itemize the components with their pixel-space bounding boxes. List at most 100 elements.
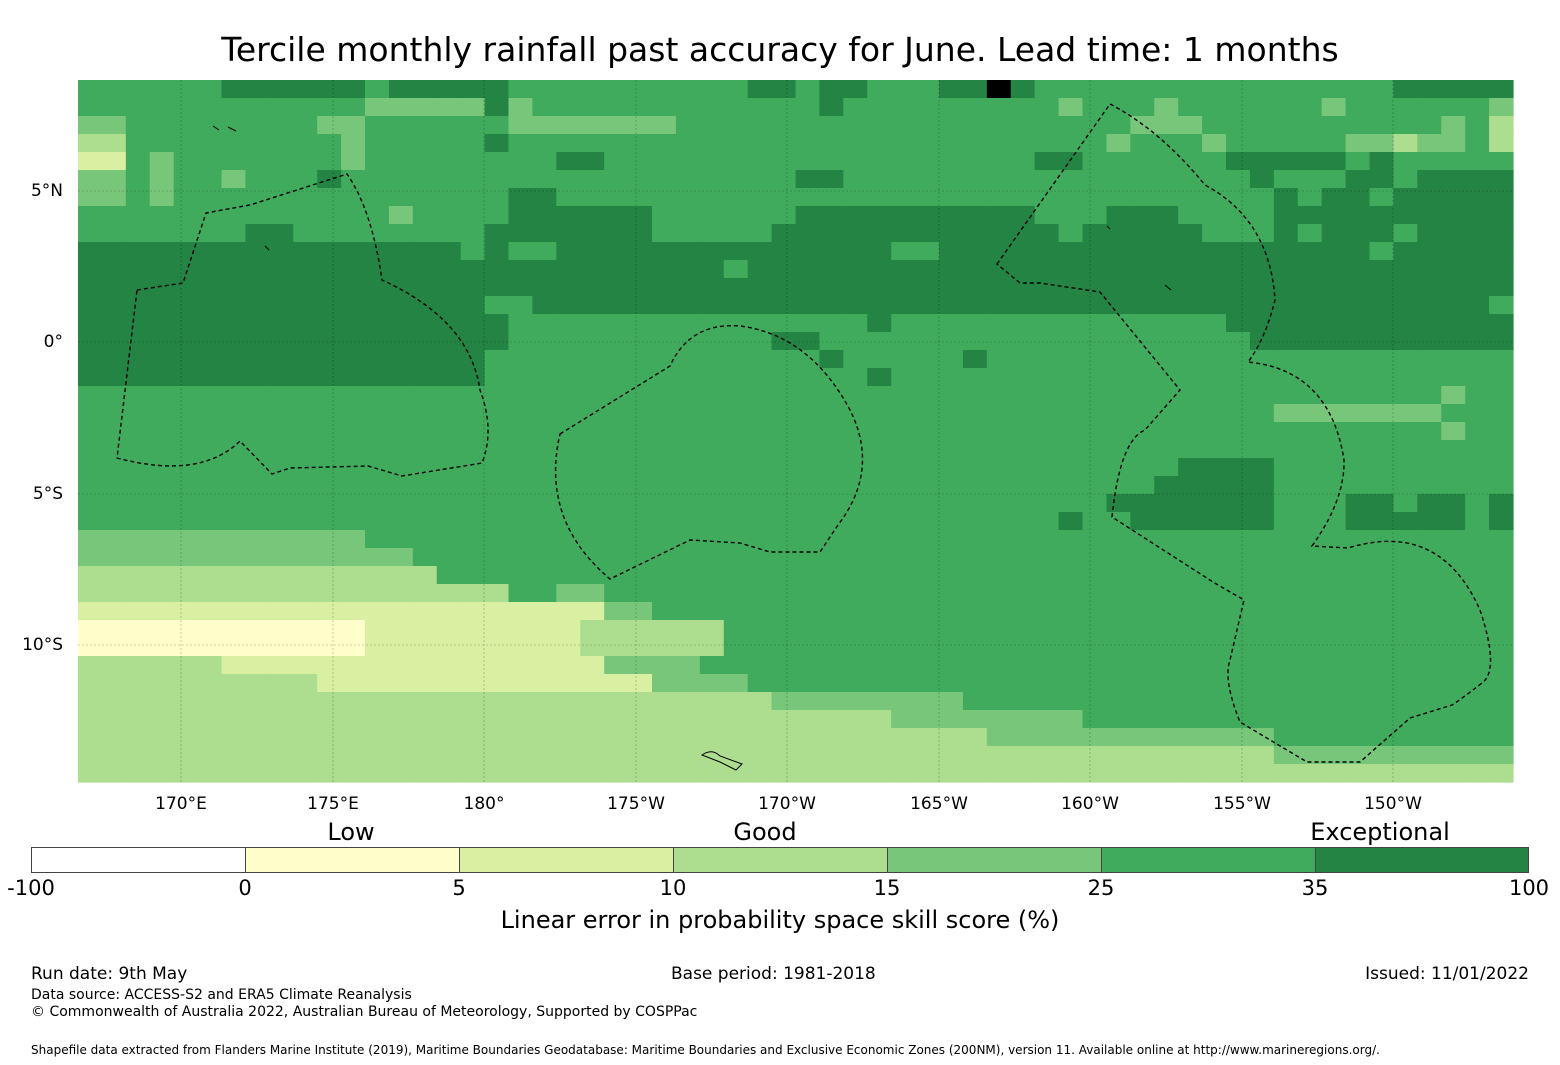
- grid-cell: [1273, 764, 1299, 783]
- grid-cell: [484, 170, 510, 189]
- colorbar-bin: [1315, 847, 1529, 873]
- grid-cell: [149, 440, 175, 459]
- grid-cell: [939, 530, 964, 549]
- grid-cell: [1082, 476, 1108, 495]
- grid-cell: [1441, 512, 1466, 531]
- grid-cell: [1441, 350, 1466, 369]
- eez-boundary-line-islands: [996, 103, 1492, 763]
- grid-cell: [962, 224, 988, 243]
- grid-cell: [1249, 476, 1275, 495]
- grid-cell: [1465, 188, 1490, 207]
- grid-cell: [891, 224, 916, 243]
- grid-cell: [388, 620, 414, 639]
- grid-cell: [245, 530, 270, 549]
- grid-cell: [269, 80, 294, 99]
- grid-cell: [1417, 188, 1442, 207]
- grid-cell: [1202, 476, 1227, 495]
- grid-cell: [341, 620, 366, 639]
- grid-cell: [317, 206, 342, 225]
- grid-cell: [580, 530, 605, 549]
- grid-cell: [484, 98, 510, 117]
- grid-cell: [1034, 404, 1060, 423]
- grid-cell: [341, 332, 366, 351]
- grid-cell: [604, 368, 629, 387]
- grid-cell: [1178, 188, 1203, 207]
- grid-cell: [1489, 638, 1514, 657]
- grid-cell: [341, 170, 366, 189]
- grid-cell: [388, 764, 414, 783]
- grid-cell: [915, 440, 940, 459]
- grid-cell: [1465, 242, 1490, 261]
- grid-cell: [1202, 602, 1227, 621]
- grid-cell: [1226, 422, 1251, 441]
- grid-cell: [532, 152, 557, 171]
- grid-cell: [867, 224, 892, 243]
- grid-cell: [891, 710, 916, 729]
- grid-cell: [1417, 404, 1442, 423]
- grid-cell: [245, 260, 270, 279]
- grid-cell: [293, 296, 318, 315]
- grid-cell: [78, 530, 103, 549]
- grid-cell: [1369, 386, 1395, 405]
- grid-cell: [1393, 98, 1418, 117]
- grid-cell: [867, 242, 892, 261]
- grid-cell: [269, 170, 294, 189]
- grid-cell: [1465, 224, 1490, 243]
- grid-cell: [1010, 584, 1036, 603]
- grid-cell: [1178, 548, 1203, 567]
- grid-cell: [1130, 98, 1155, 117]
- grid-cell: [580, 278, 605, 297]
- grid-cell: [1178, 674, 1203, 693]
- grid-cell: [1441, 116, 1466, 135]
- grid-cell: [269, 350, 294, 369]
- grid-cell: [1489, 98, 1514, 117]
- grid-cell: [412, 368, 438, 387]
- grid-cell: [1154, 512, 1179, 531]
- grid-cell: [1130, 242, 1155, 261]
- grid-cell: [508, 134, 534, 153]
- grid-cell: [939, 314, 964, 333]
- grid-cell: [939, 260, 964, 279]
- grid-cell: [556, 638, 581, 657]
- grid-cell: [867, 710, 892, 729]
- grid-cell: [1082, 692, 1108, 711]
- grid-cell: [317, 476, 342, 495]
- grid-cell: [293, 530, 318, 549]
- grid-cell: [197, 728, 223, 747]
- grid-cell: [173, 260, 199, 279]
- grid-cell: [1273, 512, 1299, 531]
- lon-label: 160°W: [1061, 794, 1119, 814]
- grid-cell: [412, 224, 438, 243]
- grid-cell: [388, 584, 414, 603]
- grid-cell: [1417, 512, 1442, 531]
- grid-cell: [78, 602, 103, 621]
- grid-cell: [1082, 440, 1108, 459]
- grid-cell: [101, 170, 127, 189]
- grid-cell: [1441, 170, 1466, 189]
- grid-cell: [149, 350, 175, 369]
- grid-cell: [197, 152, 223, 171]
- grid-cell: [532, 170, 557, 189]
- grid-cell: [843, 602, 868, 621]
- grid-cell: [1058, 314, 1084, 333]
- grid-cell: [1345, 278, 1371, 297]
- grid-cell: [891, 278, 916, 297]
- grid-cell: [460, 314, 486, 333]
- lon-label: 175°E: [307, 794, 359, 814]
- grid-cell: [1417, 440, 1442, 459]
- grid-cell: [723, 530, 749, 549]
- grid-cell: [245, 638, 270, 657]
- grid-cell: [173, 566, 199, 585]
- grid-cell: [1226, 674, 1251, 693]
- grid-cell: [675, 242, 701, 261]
- grid-cell: [1226, 584, 1251, 603]
- grid-cell: [78, 548, 103, 567]
- grid-cell: [149, 422, 175, 441]
- grid-cell: [675, 98, 701, 117]
- grid-cell: [1465, 620, 1490, 639]
- grid-cell: [939, 512, 964, 531]
- colorbar-bin: [1101, 847, 1315, 873]
- grid-cell: [101, 134, 127, 153]
- grid-cell: [1082, 386, 1108, 405]
- grid-cell: [1345, 422, 1371, 441]
